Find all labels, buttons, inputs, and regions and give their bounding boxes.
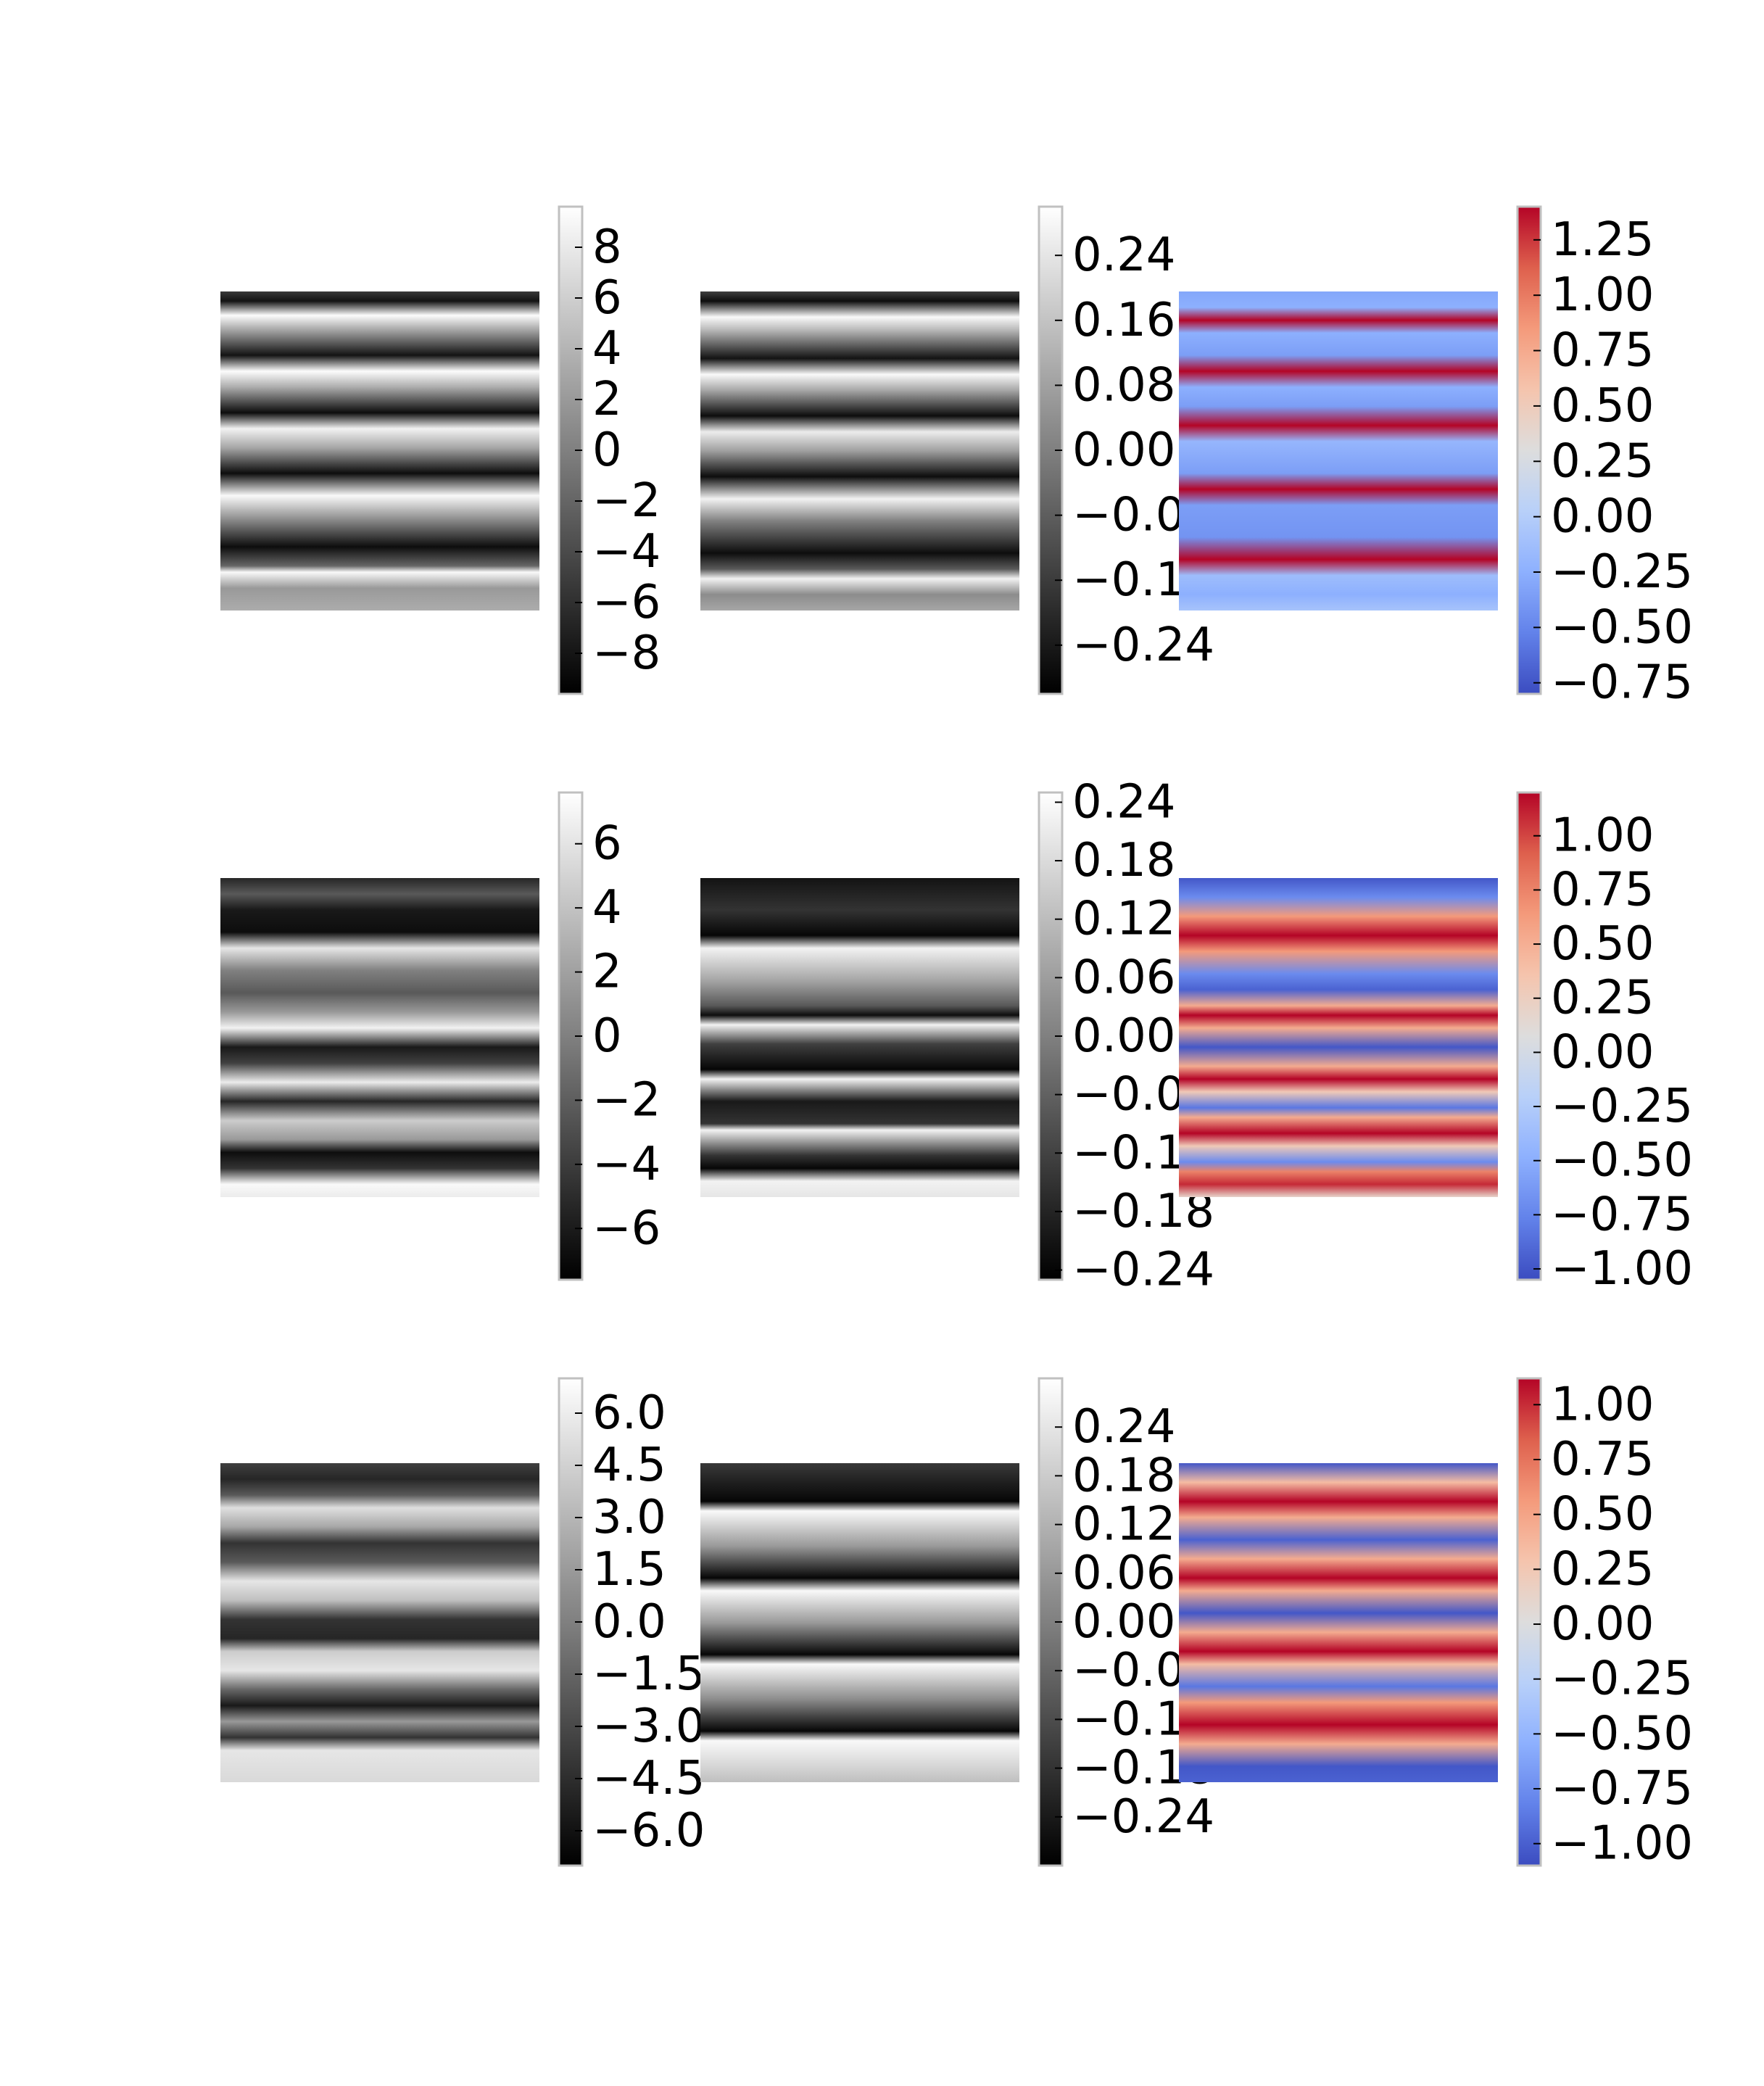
panel-r3c3: 1.000.750.500.250.00−0.25−0.50−0.75−1.00 [1179, 1377, 1693, 1871]
colorbar-tick-label: −6 [592, 576, 661, 629]
heatmap-r3c1 [220, 1463, 539, 1782]
colorbar-tick-label: 1.00 [1551, 1378, 1655, 1431]
colorbar-tick-label: −0.24 [1072, 1243, 1214, 1297]
colorbar-tick-label: −2 [592, 474, 661, 528]
colorbar-tick-label: 4 [592, 322, 622, 376]
colorbar-tick-label: −3.0 [592, 1700, 705, 1753]
colorbar-tick-label: −6.0 [592, 1804, 705, 1858]
colorbar-tick-label: −0.1 [1072, 553, 1185, 607]
colorbar-tick-label: −0.0 [1072, 489, 1185, 542]
colorbar-tick-label: 0.08 [1072, 358, 1176, 412]
panel-r1c3: 1.251.000.750.500.250.00−0.25−0.50−0.75 [1179, 205, 1693, 710]
colorbar-tick-label: −8 [592, 626, 661, 680]
colorbar-tick-label: −0.0 [1072, 1068, 1185, 1122]
colorbar-tick-label: 6 [592, 817, 622, 871]
colorbar-tick-label: −0.75 [1551, 1188, 1693, 1241]
colorbar-tick-label: 0.25 [1551, 434, 1655, 488]
colorbar-tick-label: 1.25 [1551, 213, 1655, 267]
panel-r2c2: 0.240.180.120.060.00−0.0−0.1−0.18−0.24 [700, 775, 1214, 1297]
colorbar-tick-label: 0.00 [1072, 1595, 1176, 1649]
colorbar-tick-label: 0.50 [1551, 379, 1655, 433]
colorbar-tick-label: 0.75 [1551, 863, 1655, 916]
heatmap-r3c2 [700, 1463, 1019, 1782]
colorbar-tick-label: 0.75 [1551, 1433, 1655, 1486]
colorbar-tick-label: 6.0 [592, 1386, 666, 1440]
panel-r3c2: 0.240.180.120.060.00−0.0−0.1−0.18−0.24 [700, 1377, 1214, 1867]
colorbar-tick-label: 0.24 [1072, 228, 1176, 282]
colorbar-tick-label: 8 [592, 220, 622, 274]
colorbar-tick-label: −0.75 [1551, 1762, 1693, 1816]
colorbar-tick-label: 0.12 [1072, 1498, 1176, 1552]
colorbar-r2c3 [1516, 791, 1542, 1281]
heatmap-r2c2 [700, 878, 1019, 1197]
colorbar-tick-label: −1.00 [1551, 1242, 1693, 1296]
colorbar-tick-label: 3.0 [592, 1491, 666, 1544]
colorbar-tick-label: −0.25 [1551, 545, 1693, 599]
colorbar-tick-label: 0.75 [1551, 324, 1655, 378]
colorbar-r3c1 [558, 1377, 584, 1867]
colorbar-tick-label: 2 [592, 373, 622, 426]
colorbar-tick-label: 0.24 [1072, 775, 1176, 829]
colorbar-tick-label: 4.5 [592, 1439, 666, 1492]
colorbar-tick-label: 0.25 [1551, 1542, 1655, 1596]
heatmap-r1c1 [220, 291, 539, 611]
colorbar-tick-label: 0.00 [1072, 1009, 1176, 1063]
colorbar-tick-label: −0.24 [1072, 1790, 1214, 1844]
colorbar-tick-label: −0.75 [1551, 656, 1693, 710]
colorbar-r1c3 [1516, 205, 1542, 695]
colorbar-tick-label: −0.0 [1072, 1644, 1185, 1697]
colorbar-r3c3 [1516, 1377, 1542, 1867]
colorbar-tick-label: −4 [592, 525, 661, 579]
colorbar-tick-label: −0.25 [1551, 1080, 1693, 1133]
colorbar-tick-label: 4 [592, 881, 622, 935]
colorbar-tick-label: 0.00 [1551, 1597, 1655, 1651]
colorbar-tick-label: 0.25 [1551, 972, 1655, 1025]
panel-r1c2: 0.24 0.16 0.08 0.00 −0.0 −0.1 −0.24 [700, 205, 1214, 695]
colorbar-tick-label: 0 [592, 1009, 622, 1063]
panel-r3c1: 6.04.53.01.50.0−1.5−3.0−4.5−6.0 [220, 1377, 705, 1867]
colorbar-tick-label: −0.1 [1072, 1692, 1185, 1746]
colorbar-tick-label: 0.00 [1551, 490, 1655, 544]
heatmap-r1c3 [1179, 291, 1498, 611]
colorbar-tick-label: 0.00 [1551, 1025, 1655, 1079]
colorbar-tick-label: 0.0 [592, 1595, 666, 1649]
colorbar-tick-label: 0.18 [1072, 1449, 1176, 1502]
colorbar-tick-label: 0.24 [1072, 1400, 1176, 1454]
panel-r2c1: 6 4 2 0 −2 −4 −6 [220, 791, 661, 1281]
heatmap-r2c3 [1179, 878, 1498, 1197]
colorbar-tick-label: 0 [592, 423, 622, 477]
colorbar-tick-label: 0.18 [1072, 834, 1176, 887]
colorbar-tick-label: −1.5 [592, 1647, 705, 1701]
heatmap-r2c1 [220, 878, 539, 1197]
colorbar-tick-label: 0.12 [1072, 893, 1176, 946]
colorbar-tick-label: −4 [592, 1138, 661, 1191]
colorbar-tick-label: 1.00 [1551, 809, 1655, 863]
colorbar-tick-label: 1.5 [592, 1543, 666, 1597]
heatmap-r3c3 [1179, 1463, 1498, 1782]
colorbar-tick-label: 0.06 [1072, 951, 1176, 1004]
colorbar-tick-label: −4.5 [592, 1752, 705, 1805]
colorbar-tick-label: 6 [592, 271, 622, 325]
colorbar-tick-label: −0.24 [1072, 618, 1214, 672]
colorbar-tick-label: 0.00 [1072, 423, 1176, 477]
colorbar-tick-label: 2 [592, 945, 622, 999]
colorbar-tick-label: −6 [592, 1201, 661, 1255]
panel-r2c3: 1.000.750.500.250.00−0.25−0.50−0.75−1.00 [1179, 791, 1693, 1296]
colorbar-tick-label: −0.25 [1551, 1652, 1693, 1706]
colorbar-tick-label: −1.00 [1551, 1817, 1693, 1871]
colorbar-tick-label: −0.1 [1072, 1126, 1185, 1180]
colorbar-tick-label: 0.50 [1551, 917, 1655, 971]
colorbar-tick-label: 1.00 [1551, 268, 1655, 322]
colorbar-tick-label: 0.16 [1072, 294, 1176, 347]
colorbar-tick-label: −0.50 [1551, 1134, 1693, 1188]
colorbar-tick-label: 0.06 [1072, 1547, 1176, 1600]
colorbar-tick-label: −0.50 [1551, 600, 1693, 654]
colorbar-tick-label: −0.50 [1551, 1707, 1693, 1760]
heatmap-r1c2 [700, 291, 1019, 611]
colorbar-tick-label: 0.50 [1551, 1488, 1655, 1541]
colorbar-tick-label: −2 [592, 1073, 661, 1127]
